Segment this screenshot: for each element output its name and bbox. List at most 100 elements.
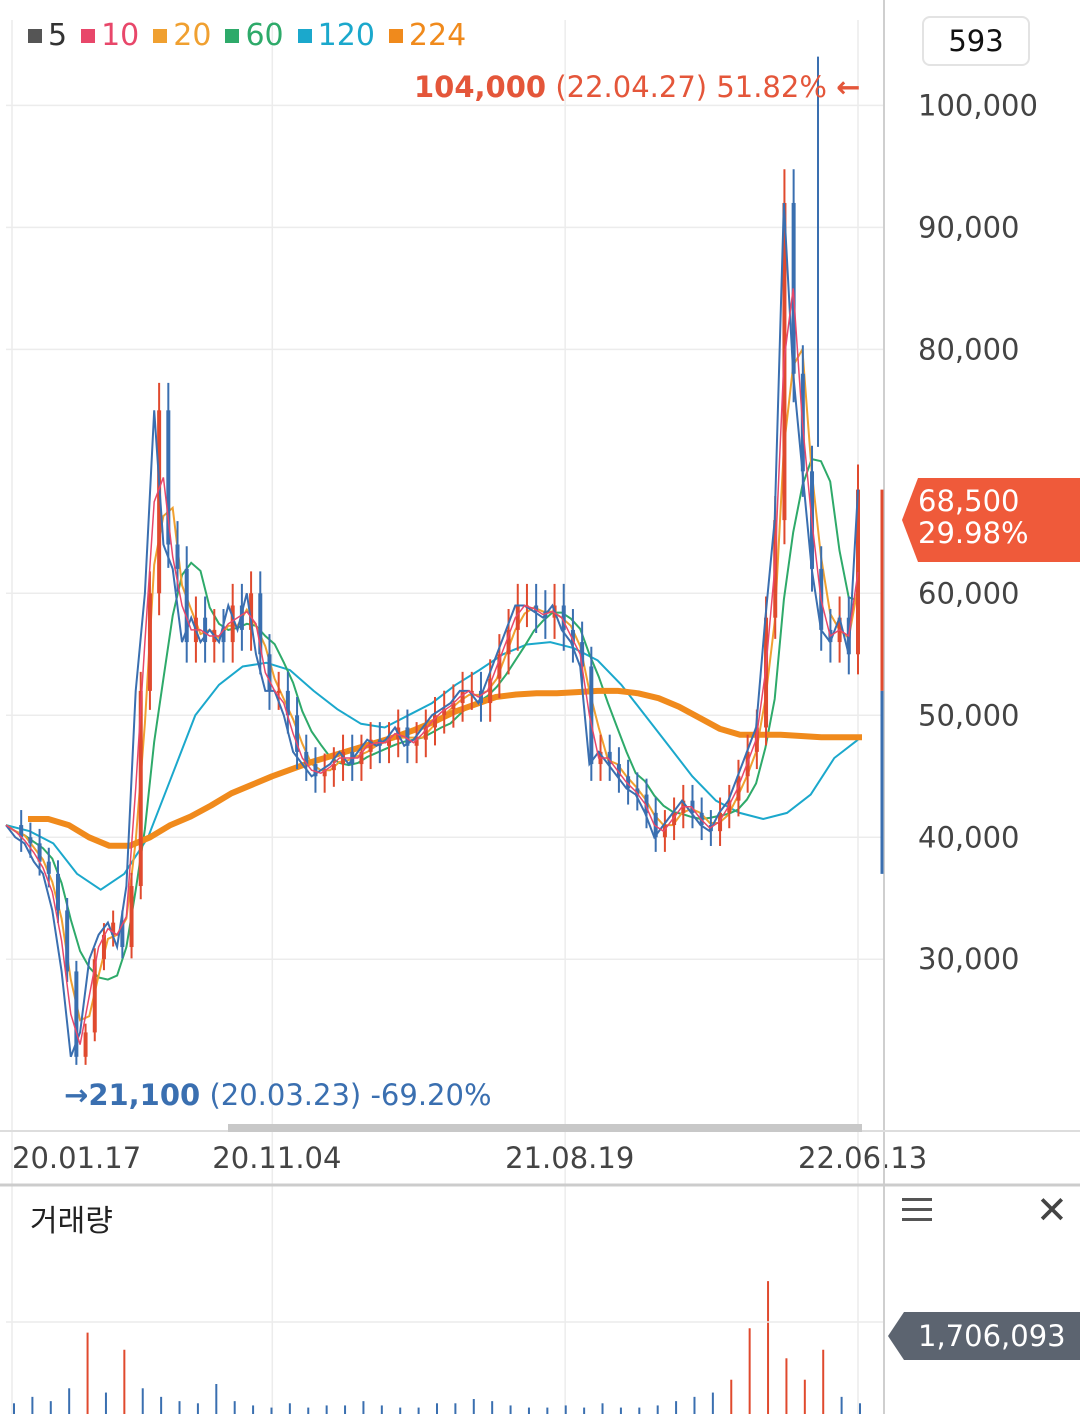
legend-item-224[interactable]: 224 [388, 18, 467, 53]
y-tick-label: 40,000 [918, 820, 1019, 854]
low-price: 21,100 [88, 1078, 201, 1112]
candle-body [672, 812, 677, 826]
ma20-line [5, 345, 859, 1022]
candle-body [460, 690, 465, 704]
legend-label: 224 [408, 18, 467, 53]
candle-body [561, 605, 566, 630]
x-tick-label: 20.11.04 [212, 1141, 341, 1175]
candle-body [239, 605, 244, 630]
candle-body [387, 739, 392, 746]
volume-value: 1,706,093 [918, 1319, 1066, 1353]
right-arrow-icon: → [64, 1078, 89, 1112]
candle-body [626, 776, 631, 789]
legend-item-60[interactable]: 60 [225, 18, 284, 53]
candle-body [83, 1032, 88, 1057]
legend-swatch [28, 28, 42, 43]
candle-body [92, 959, 97, 1033]
candle-body [718, 812, 723, 832]
candle-body [856, 489, 860, 655]
y-tick-label: 50,000 [918, 698, 1019, 732]
y-tick-label: 80,000 [918, 332, 1019, 366]
y-tick-label: 100,000 [918, 88, 1038, 122]
candle-body [313, 764, 318, 777]
current-price: 68,500 [918, 484, 1020, 518]
candle-body [203, 617, 208, 643]
current-price-badge: 68,500 29.98% [902, 478, 1080, 562]
legend-label: 60 [245, 18, 284, 53]
high-date: (22.04.27) [555, 70, 708, 104]
candle-body [258, 593, 263, 655]
x-tick-label: 21.08.19 [505, 1141, 634, 1175]
x-tick-label: 20.01.17 [12, 1141, 141, 1175]
candle-body [147, 593, 152, 691]
candle-body [414, 739, 419, 746]
menu-icon[interactable] [902, 1198, 932, 1222]
candle-body [157, 410, 162, 594]
legend-swatch [388, 28, 403, 43]
x-tick-label: 22.06.13 [798, 1141, 927, 1175]
legend-item-20[interactable]: 20 [153, 18, 211, 53]
candle-body [653, 812, 658, 838]
candle-body [662, 825, 667, 838]
candle-body [589, 666, 594, 765]
candle-body [74, 971, 79, 1057]
candle-body [19, 825, 24, 838]
candle-body [644, 794, 649, 813]
legend-swatch [297, 28, 312, 43]
candle-body [65, 910, 70, 972]
candle-body [635, 788, 640, 795]
y-tick-label: 60,000 [918, 576, 1019, 610]
scroll-bar [228, 1124, 862, 1132]
y-tick-label: 30,000 [918, 942, 1019, 976]
candle-body [230, 605, 235, 643]
legend-swatch [153, 28, 168, 43]
legend-item-120[interactable]: 120 [297, 18, 375, 53]
legend-swatch [225, 28, 240, 43]
close-icon[interactable]: ✕ [1036, 1188, 1068, 1232]
candle-body [534, 605, 539, 612]
legend-item-10[interactable]: 10 [81, 18, 139, 53]
candle-body [295, 715, 300, 752]
close-line [5, 202, 859, 1058]
ma-legend: 5 10 20 60 120 224 [28, 18, 466, 53]
legend-item-5[interactable]: 5 [28, 18, 67, 53]
candle-body [101, 934, 106, 960]
volume-badge: 1,706,093 [888, 1312, 1080, 1360]
candle-body [433, 715, 437, 728]
candle-body [120, 922, 125, 948]
legend-label: 120 [317, 18, 375, 53]
candle-body [580, 642, 585, 667]
candle-body [497, 654, 502, 679]
candle-body [111, 922, 116, 935]
candle-body [736, 776, 741, 801]
candle-body [727, 800, 732, 813]
candle-body [690, 800, 695, 813]
candle-body [175, 544, 180, 569]
candle-body [55, 873, 60, 911]
candle-body [423, 727, 428, 740]
candle-body [506, 629, 511, 655]
legend-label: 20 [173, 18, 212, 53]
candle-count-box[interactable]: 593 [922, 16, 1030, 66]
current-change: 29.98% [918, 516, 1029, 550]
candle-body [368, 739, 373, 752]
candle-body [28, 837, 33, 844]
y-tick-label: 90,000 [918, 210, 1019, 244]
left-arrow-icon: ← [836, 70, 861, 104]
candle-body [138, 690, 143, 887]
candle-body [249, 593, 254, 630]
candle-body [304, 751, 309, 765]
candle-body [184, 568, 189, 643]
candle-body [285, 690, 290, 716]
candle-body [405, 727, 410, 746]
high-price-annotation: 104,000 (22.04.27) 51.82% ← [414, 70, 860, 104]
candle-body [267, 654, 272, 691]
candle-body [166, 410, 171, 545]
legend-swatch [81, 28, 96, 43]
candle-body [322, 770, 327, 777]
ma10-line [5, 288, 859, 1045]
volume-title: 거래량 [30, 1204, 113, 1239]
candle-body [37, 843, 42, 862]
low-date: (20.03.23) [209, 1078, 362, 1112]
